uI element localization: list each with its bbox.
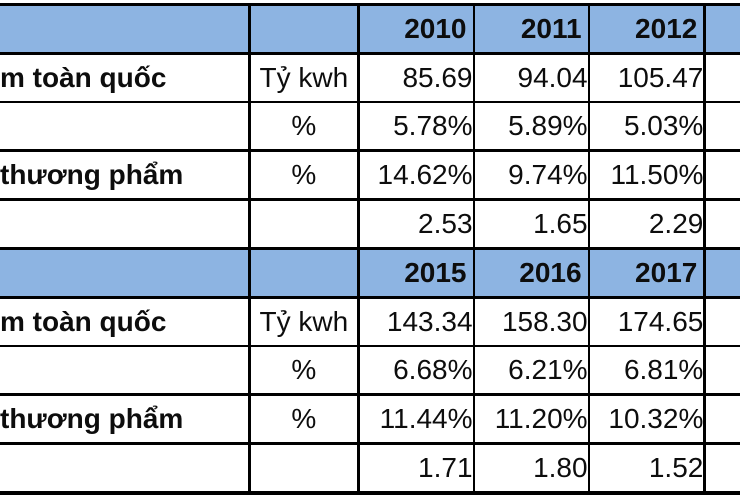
row-label-cell (0, 346, 252, 396)
table-row: % 5.78% 5.89% 5.03% (0, 102, 740, 152)
row-label-cell (0, 199, 252, 250)
row-label-cell: thương phẩm (0, 394, 252, 445)
value-cell: 6.21% (473, 346, 590, 396)
clipped-cell (704, 150, 740, 201)
header-unit-cell (249, 4, 360, 55)
clipped-cell (704, 53, 740, 103)
value-cell: 1.80 (473, 443, 590, 495)
table-row: thương phẩm % 11.44% 11.20% 10.32% (0, 394, 740, 445)
value-cell: 1.65 (473, 199, 590, 250)
value-cell: 174.65 (588, 297, 707, 347)
table-header-row-1: 2010 2011 2012 (0, 4, 740, 55)
header-year-2011: 2011 (473, 4, 590, 55)
value-cell: 9.74% (473, 150, 590, 201)
header-label-cell (0, 4, 252, 55)
row-label-cell: thương phẩm (0, 150, 252, 201)
row-label-cell (0, 443, 252, 495)
value-cell: 11.20% (473, 394, 590, 445)
value-cell: 85.69 (358, 53, 475, 103)
row-label-cell: m toàn quốc (0, 297, 252, 347)
header-year-2017: 2017 (588, 248, 707, 299)
header-year-2016: 2016 (473, 248, 590, 299)
value-cell: 143.34 (358, 297, 475, 347)
row-label-cell: m toàn quốc (0, 53, 252, 103)
unit-cell: Tỷ kwh (249, 297, 360, 347)
header-label-cell (0, 248, 252, 299)
value-cell: 10.32% (588, 394, 707, 445)
value-cell: 1.71 (358, 443, 475, 495)
value-cell: 5.03% (588, 102, 707, 152)
value-cell: 6.68% (358, 346, 475, 396)
table-header-row-2: 2015 2016 2017 (0, 248, 740, 299)
header-unit-cell (249, 248, 360, 299)
value-cell: 6.81% (588, 346, 707, 396)
table-row: m toàn quốc Tỷ kwh 143.34 158.30 174.65 (0, 297, 740, 347)
table-row: % 6.68% 6.21% 6.81% (0, 346, 740, 396)
table-row: 2.53 1.65 2.29 (0, 199, 740, 250)
unit-cell: % (249, 346, 360, 396)
value-cell: 5.89% (473, 102, 590, 152)
value-cell: 2.29 (588, 199, 707, 250)
row-label-cell (0, 102, 252, 152)
value-cell: 2.53 (358, 199, 475, 250)
unit-cell: Tỷ kwh (249, 53, 360, 103)
unit-cell: % (249, 150, 360, 201)
value-cell: 1.52 (588, 443, 707, 495)
header-year-2012: 2012 (588, 4, 707, 55)
clipped-cell (704, 102, 740, 152)
header-clipped-cell (704, 248, 740, 299)
header-year-2010: 2010 (358, 4, 475, 55)
unit-cell (249, 199, 360, 250)
clipped-cell (704, 346, 740, 396)
clipped-cell (704, 394, 740, 445)
value-cell: 14.62% (358, 150, 475, 201)
value-cell: 5.78% (358, 102, 475, 152)
value-cell: 158.30 (473, 297, 590, 347)
table-row: thương phẩm % 14.62% 9.74% 11.50% (0, 150, 740, 201)
unit-cell (249, 443, 360, 495)
table-row: m toàn quốc Tỷ kwh 85.69 94.04 105.47 (0, 53, 740, 103)
clipped-cell (704, 297, 740, 347)
unit-cell: % (249, 102, 360, 152)
table-row: 1.71 1.80 1.52 (0, 443, 740, 495)
header-year-2015: 2015 (358, 248, 475, 299)
value-cell: 11.44% (358, 394, 475, 445)
value-cell: 11.50% (588, 150, 707, 201)
header-clipped-cell (704, 4, 740, 55)
value-cell: 105.47 (588, 53, 707, 103)
unit-cell: % (249, 394, 360, 445)
clipped-cell (704, 199, 740, 250)
clipped-cell (704, 443, 740, 495)
value-cell: 94.04 (473, 53, 590, 103)
data-table: 2010 2011 2012 m toàn quốc Tỷ kwh 85.69 … (0, 3, 740, 495)
